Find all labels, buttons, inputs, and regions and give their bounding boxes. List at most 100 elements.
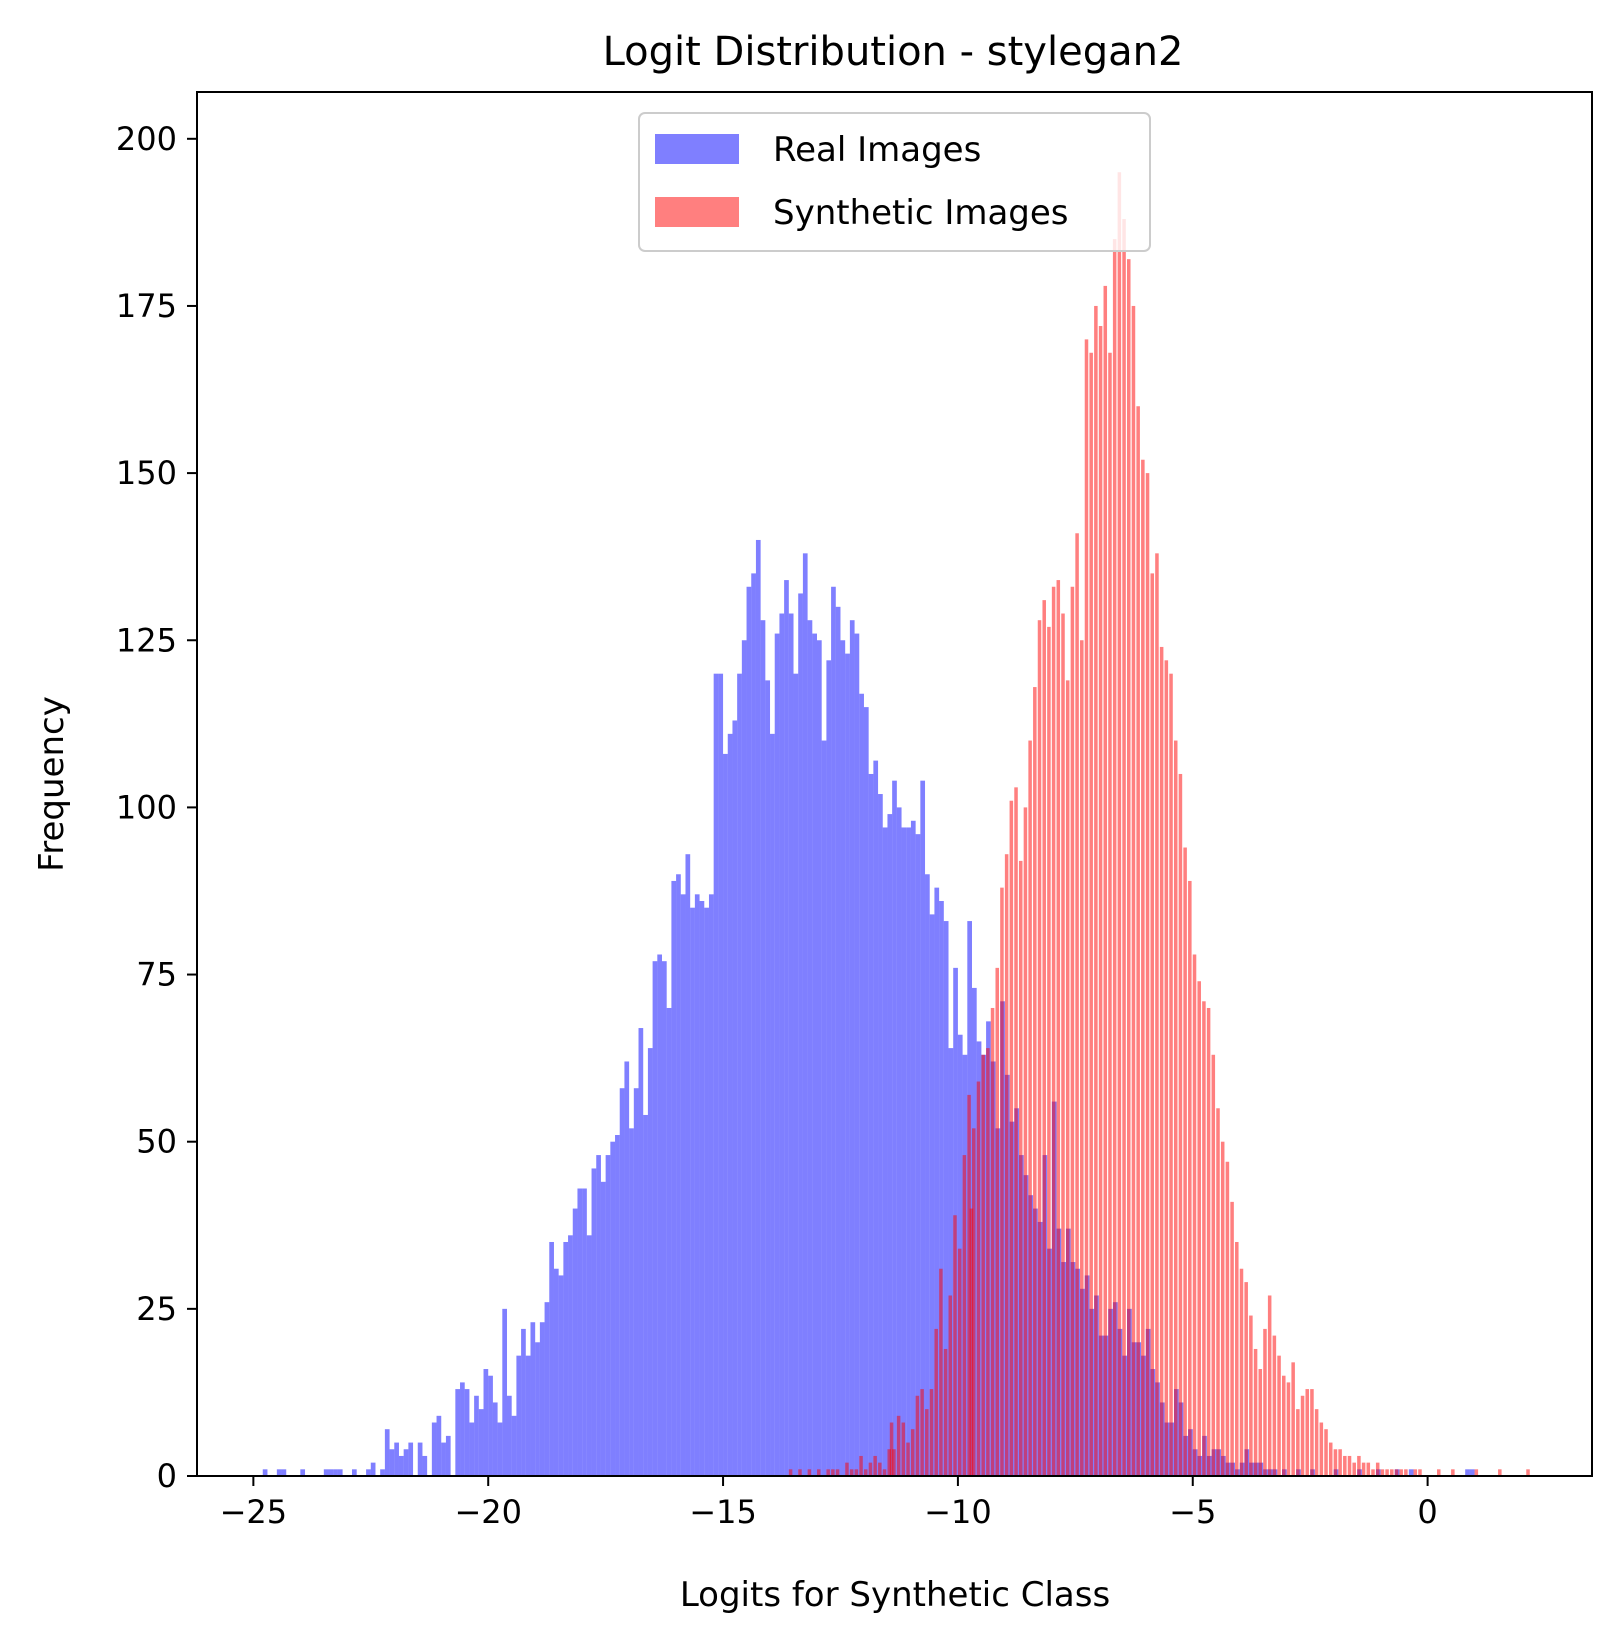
histogram-bar (1404, 1469, 1408, 1476)
histogram-bar (1145, 473, 1150, 1476)
histogram-bar (1127, 259, 1131, 1476)
histogram-bar (417, 1442, 423, 1476)
histogram-bar (1296, 1409, 1300, 1476)
histogram-bar (1108, 352, 1112, 1476)
histogram-bar (1244, 1282, 1248, 1476)
histogram-bar (948, 1048, 954, 1476)
histogram-bar (798, 593, 803, 1476)
histogram-bar (854, 1469, 859, 1476)
histogram-bar (276, 1469, 282, 1476)
histogram-bar (901, 827, 907, 1476)
histogram-bar (1310, 1389, 1314, 1476)
histogram-bar (765, 680, 771, 1476)
histogram-bar (1220, 1141, 1225, 1476)
histogram-bar (859, 1455, 863, 1476)
histogram-bar (610, 1141, 616, 1476)
histogram-bar (1188, 880, 1192, 1476)
histogram-bar (511, 1415, 517, 1476)
histogram-bar (549, 1241, 554, 1476)
histogram-bar (859, 693, 864, 1476)
histogram-bar (793, 673, 799, 1476)
histogram-bar (619, 1088, 625, 1476)
histogram-bar (995, 967, 1000, 1476)
histogram-bar (774, 633, 780, 1476)
histogram-bar (1216, 1108, 1220, 1476)
histogram-bar (1122, 219, 1126, 1476)
histogram-bar (685, 854, 691, 1476)
histogram-bar (1211, 1054, 1216, 1476)
histogram-bars (262, 172, 1530, 1477)
histogram-bar (817, 640, 822, 1476)
legend-box (638, 112, 1151, 252)
histogram-bar (807, 1469, 812, 1476)
histogram-bar (1277, 1355, 1281, 1476)
histogram-bar (1080, 640, 1084, 1476)
histogram-bar (915, 834, 921, 1476)
histogram-bar (1526, 1469, 1530, 1476)
histogram-bar (943, 1348, 948, 1476)
histogram-bar (1141, 459, 1145, 1476)
histogram-bar (986, 1048, 990, 1476)
histogram-bar (1117, 172, 1122, 1476)
histogram-bar (1061, 613, 1065, 1476)
histogram-bar (1328, 1442, 1333, 1476)
histogram-bar (1380, 1469, 1385, 1476)
histogram-bar (558, 1275, 564, 1476)
histogram-bar (939, 901, 944, 1476)
histogram-bar (868, 1462, 873, 1476)
histogram-bar (328, 1469, 334, 1476)
histogram-bar (525, 1355, 531, 1476)
histogram-bar (892, 780, 897, 1476)
histogram-bar (920, 780, 926, 1476)
histogram-bar (878, 1462, 882, 1476)
histogram-bar (1000, 887, 1004, 1476)
histogram-bar (1192, 954, 1197, 1476)
histogram-bar (591, 1168, 597, 1476)
histogram-bar (1159, 646, 1164, 1476)
histogram-bar (1098, 326, 1103, 1477)
y-tick-label: 100 (116, 788, 177, 826)
histogram-bar (1028, 740, 1032, 1476)
histogram-bar (1263, 1328, 1267, 1476)
histogram-bar (370, 1462, 376, 1476)
histogram-bar (967, 1094, 971, 1476)
x-tick-label: −5 (1169, 1493, 1216, 1531)
histogram-bar (812, 633, 817, 1476)
histogram-bar (1282, 1375, 1286, 1476)
chart-title: Logit Distribution - stylegan2 (603, 29, 1184, 75)
histogram-bar (1164, 660, 1169, 1476)
legend-swatch-synthetic-images (655, 197, 739, 227)
histogram-bar (403, 1449, 409, 1476)
histogram-bar (1413, 1469, 1418, 1476)
histogram-bar (798, 1469, 802, 1476)
histogram-bar (577, 1188, 583, 1476)
histogram-bar (1361, 1462, 1366, 1476)
y-tick-label: 75 (136, 956, 177, 994)
histogram-bar (422, 1455, 428, 1476)
histogram-bar (882, 1469, 887, 1476)
histogram-bar (281, 1469, 287, 1476)
histogram-bar (431, 1422, 437, 1476)
histogram-bar (784, 580, 789, 1476)
histogram-bar (821, 740, 827, 1476)
histogram-bar (831, 1469, 835, 1476)
histogram-bar (723, 753, 728, 1476)
histogram-bar (1131, 305, 1136, 1477)
histogram-bar (1253, 1348, 1258, 1476)
histogram-bar (1051, 586, 1056, 1476)
histogram-bar (873, 1455, 877, 1476)
histogram-bar (1469, 1469, 1475, 1476)
histogram-bar (507, 1395, 512, 1476)
histogram-bar (1474, 1469, 1479, 1476)
histogram-bar (751, 573, 756, 1476)
histogram-bar (845, 1462, 849, 1476)
histogram-bar (887, 814, 893, 1476)
histogram-bar (478, 1409, 484, 1476)
histogram-bar (1183, 847, 1187, 1476)
histogram-bar (788, 613, 794, 1476)
histogram-bar (1155, 553, 1159, 1476)
histogram-bar (1366, 1462, 1371, 1476)
histogram-bar (1272, 1335, 1277, 1476)
histogram-bar (845, 653, 850, 1476)
